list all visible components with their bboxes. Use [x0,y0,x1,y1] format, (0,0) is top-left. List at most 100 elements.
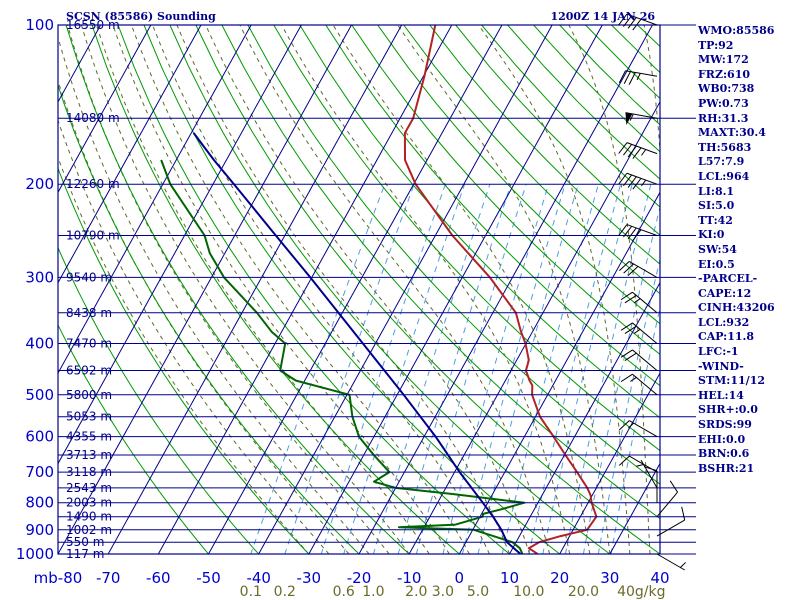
pressure-tick-label: 300 [25,268,54,286]
height-label: 2543 m [66,481,112,495]
barb-flag [618,224,628,236]
pressure-tick-label: 100 [25,16,54,34]
index-item: CAP:11.8 [698,330,755,344]
pressure-tick-label: 600 [25,428,54,446]
barb-flag [618,142,628,154]
temperature-profile [403,25,598,554]
height-label: 6592 m [66,364,112,378]
station-title: SCSN (85586) Sounding [66,10,216,23]
mixing-ratio-line [372,184,491,554]
wind-barb [618,13,658,31]
wind-barb [620,373,658,396]
temperature-tick-label: -10 [397,569,422,587]
barb-flag [623,225,633,238]
barb-flag [623,71,631,84]
dry-adiabat [403,25,660,295]
height-label: 5053 m [66,410,112,424]
isotherm [107,25,403,554]
barb-flag [627,145,637,158]
mixing-ratio-label: 0.6 [333,584,355,600]
barb-half-flag [641,149,647,156]
barb-staff [625,112,658,119]
index-item: EI:0.5 [698,257,735,271]
barb-half-flag [641,179,647,187]
barb-flag [618,70,626,84]
mixing-ratio-line [320,184,446,554]
index-item: TT:42 [698,213,733,227]
barb-staff [626,13,658,26]
barb-flag [623,174,633,187]
dry-adiabat [377,25,660,325]
isotherm [408,100,660,554]
index-item: SRDS:99 [698,418,752,432]
index-item: PW:0.73 [698,96,749,110]
barb-flag [681,506,686,521]
mixing-ratio-label: 5.0 [467,584,489,600]
mixing-ratio-line [610,305,660,554]
barb-flag [627,176,637,188]
isotherm [207,25,503,554]
mixing-ratio-line [397,184,512,554]
index-item: KI:0 [698,228,725,242]
index-item: CINH:43206 [698,301,775,315]
pressure-tick-label: 700 [25,463,54,481]
height-label: 2003 m [66,496,112,510]
mixing-ratio-label: 2.0 [405,584,427,600]
index-item: BRN:0.6 [698,447,750,461]
index-item: TP:92 [698,38,734,52]
height-label: 12260 m [66,177,120,191]
barb-half-flag [628,422,634,429]
barb-flag [627,266,639,277]
index-item: -WIND- [698,359,744,373]
barb-flag [620,291,633,301]
isotherm [58,25,302,465]
dry-adiabat [351,25,660,356]
isotherm [58,25,152,194]
index-item: EHI:0.0 [698,432,746,446]
temperature-tick-label: mb-80 [34,569,83,587]
mixing-ratio-line [501,184,599,554]
index-item: CAPE:12 [698,286,752,300]
index-item: -PARCEL- [698,272,758,286]
barb-half-flag [636,464,644,467]
barb-flag [624,325,637,334]
barb-staff [632,291,658,314]
plot-border [57,24,661,555]
isotherm [458,191,660,554]
index-item: LCL:964 [698,169,750,183]
mixing-ratio-line [564,184,652,554]
index-item: MAXT:30.4 [698,126,766,140]
index-item: SW:54 [698,242,737,256]
barb-flag [620,322,633,331]
barb-staff [629,420,658,438]
isotherm [559,372,660,554]
mixing-ratio-line [528,184,622,554]
temperature-tick-label: -50 [196,569,221,587]
stability-indices: WMO:85586 TP:92 MW:172 FRZ:610 WB0:738 PW:0.7… [698,24,775,476]
barb-half-flag [630,377,637,382]
height-label: 3713 m [66,448,112,462]
index-item: STM:11/12 [698,374,765,388]
pressure-tick-label: 900 [25,521,54,539]
barb-staff [656,553,685,571]
isotherm [308,25,603,554]
wind-barb [620,291,658,314]
isotherms [58,25,660,554]
mixing-ratio-line [343,184,466,554]
height-label: 14080 m [66,111,120,125]
temperature-tick-label: -60 [146,569,171,587]
mixing-ratio-line [582,205,660,554]
plot-frame [57,24,661,555]
index-item: HEL:14 [698,388,744,402]
barb-flag [628,72,636,85]
barb-flag [623,144,633,156]
barb-staff [632,349,658,371]
index-item: MW:172 [698,53,749,67]
wind-barbs [618,13,686,571]
wind-barb [620,349,658,371]
temperature-axis: mb-80 -70 -60 -50 -40 -30 -20 -10 0 10 20 30 40 [34,569,670,587]
index-item: LFC:-1 [698,345,739,359]
wind-barb [656,506,686,537]
temperature-tick-label: 20 [550,569,569,587]
